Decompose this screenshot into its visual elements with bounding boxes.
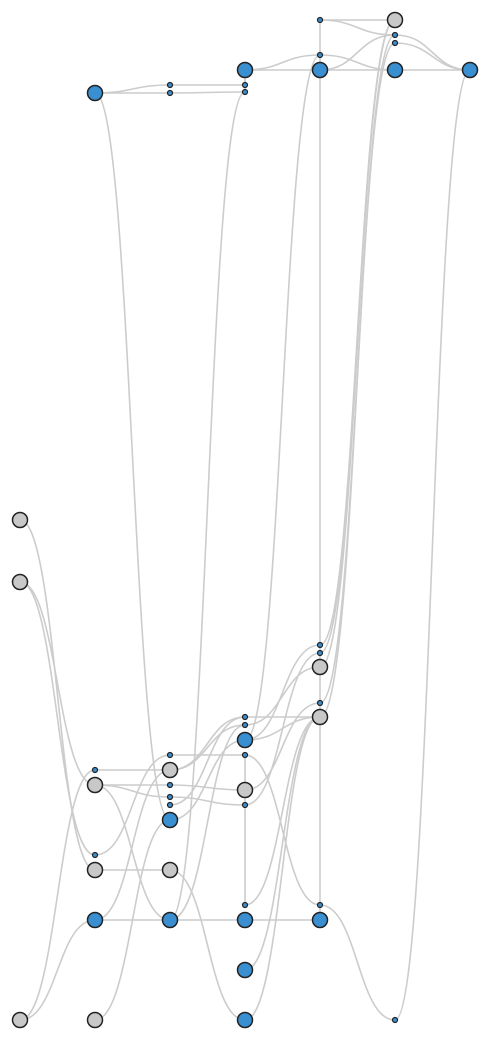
small-node-s21: [316, 901, 324, 909]
small-node-s6: [166, 781, 174, 789]
blue-node-b13: [461, 61, 479, 79]
small-node-s13: [241, 751, 249, 759]
small-node-s4: [166, 89, 174, 97]
edge-gC-s1: [19, 769, 96, 1021]
blue-node-b2: [86, 911, 104, 929]
edge-s7-s14: [169, 796, 246, 806]
grey-node-gE: [86, 861, 104, 879]
small-node-s8: [166, 801, 174, 809]
edge-s12-gJ: [244, 666, 321, 726]
edge-gC-b2: [19, 919, 96, 1021]
edge-s13-s21: [244, 754, 321, 906]
small-node-s9: [241, 81, 249, 89]
grey-node-gF: [86, 1011, 104, 1029]
blue-node-b4: [161, 911, 179, 929]
edge-s10-b4: [169, 91, 246, 921]
grey-node-gI: [236, 781, 254, 799]
small-node-s11: [241, 713, 249, 721]
blue-node-b7: [236, 911, 254, 929]
edge-gH-b9: [169, 869, 246, 1021]
small-node-s17: [316, 51, 324, 59]
edge-b1-s3: [94, 84, 171, 94]
blue-node-b6: [236, 731, 254, 749]
edge-gL-gJ: [319, 19, 396, 668]
blue-node-b3: [161, 811, 179, 829]
edge-layer: [19, 19, 471, 1021]
small-node-s14: [241, 801, 249, 809]
edge-gF-b3: [94, 819, 171, 1021]
edge-b2-gG: [94, 769, 171, 921]
edge-s6-gI: [169, 784, 246, 791]
edge-b8-gK: [244, 716, 321, 971]
small-node-s10: [241, 88, 249, 96]
edge-b9-gK: [244, 716, 321, 1021]
edge-s22-b13: [394, 34, 471, 71]
small-node-s12: [241, 721, 249, 729]
edge-s21-s24: [319, 904, 396, 1021]
edge-gB-gD: [19, 581, 96, 786]
edge-gI-s20: [244, 702, 321, 791]
edge-gG-s12: [169, 724, 246, 771]
edge-b5-s17: [244, 54, 321, 71]
small-node-s15: [241, 901, 249, 909]
small-node-s2: [91, 851, 99, 859]
edge-b4-s12: [169, 724, 246, 921]
blue-node-b12: [386, 61, 404, 79]
node-layer: [11, 11, 479, 1029]
small-node-s7: [166, 793, 174, 801]
grey-node-gL: [386, 11, 404, 29]
small-node-s1: [91, 766, 99, 774]
edge-s16-s22: [319, 19, 396, 36]
edge-b6-s18: [244, 644, 321, 741]
blue-node-b1: [86, 84, 104, 102]
edge-s4-s10: [169, 91, 246, 94]
small-node-s16: [316, 16, 324, 24]
grey-node-gJ: [311, 658, 329, 676]
blue-node-b11: [311, 911, 329, 929]
blue-node-b10: [311, 61, 329, 79]
edge-s8-s11: [169, 716, 246, 806]
edge-b1-b3: [94, 92, 171, 821]
grey-node-gK: [311, 708, 329, 726]
blue-node-b9: [236, 1011, 254, 1029]
grey-node-gG: [161, 761, 179, 779]
small-node-s24: [391, 1016, 399, 1024]
small-node-s5: [166, 751, 174, 759]
blue-node-b8: [236, 961, 254, 979]
edge-s23-b13: [394, 42, 471, 71]
edge-b3-b6: [169, 739, 246, 821]
edge-s14-s19: [244, 652, 321, 806]
edge-gD-b4: [94, 784, 171, 921]
grey-node-gH: [161, 861, 179, 879]
grey-node-gB: [11, 573, 29, 591]
edge-b13-s24: [394, 69, 471, 1021]
small-node-s19: [316, 649, 324, 657]
small-node-s3: [166, 81, 174, 89]
grey-node-gA: [11, 511, 29, 529]
edge-s15-gK: [244, 716, 321, 906]
small-node-s18: [316, 641, 324, 649]
edge-s23-s20: [319, 42, 396, 704]
edge-gB-s2: [19, 581, 96, 856]
grey-node-gC: [11, 1011, 29, 1029]
edge-gD-s7: [94, 784, 171, 798]
edge-s2-s5: [94, 754, 171, 856]
small-node-s20: [316, 699, 324, 707]
grey-node-gD: [86, 776, 104, 794]
edge-b10-s22: [319, 34, 396, 71]
small-node-s22: [391, 31, 399, 39]
blue-node-b5: [236, 61, 254, 79]
small-node-s23: [391, 39, 399, 47]
edge-s17-b6: [244, 54, 321, 741]
edge-gA-gE: [19, 519, 96, 871]
